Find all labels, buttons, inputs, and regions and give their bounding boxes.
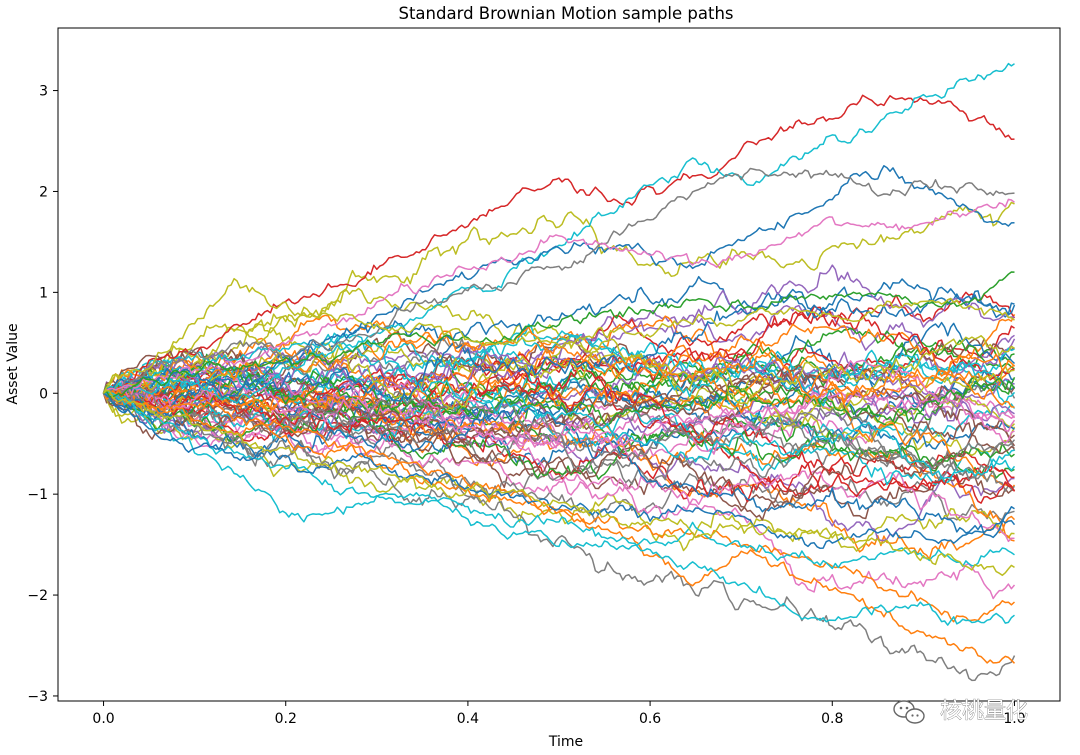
path-blue-high [103, 165, 1015, 399]
plot-frame [57, 27, 1061, 702]
x-axis-label: Time [548, 734, 583, 750]
path-blue-low [103, 392, 1016, 550]
watermark-text: 核桃量化 [940, 699, 1028, 724]
path-red-top [102, 94, 1015, 395]
sample-path [102, 286, 1016, 425]
path-orange-low [103, 390, 1016, 664]
y-axis: −3 −2 −1 0 1 2 3 [27, 84, 58, 705]
series-layer [102, 62, 1016, 682]
x-tick-label: 0.6 [639, 711, 661, 727]
y-axis-label: Asset Value [5, 323, 21, 404]
watermark: 核桃量化 [893, 699, 1028, 724]
sample-path [102, 264, 1015, 402]
sample-path [103, 344, 1016, 414]
sample-path [103, 384, 1015, 503]
x-tick-label: 0.8 [821, 711, 843, 727]
y-tick-label: 2 [39, 184, 48, 200]
path-gray-high [102, 167, 1015, 398]
sample-path [103, 373, 1016, 490]
path-pink-high [102, 198, 1015, 394]
y-tick-label: 1 [39, 285, 48, 301]
sample-path [103, 201, 1015, 405]
sample-path [103, 319, 1015, 410]
y-tick-label: −1 [27, 487, 48, 503]
sample-path [102, 388, 1016, 600]
y-tick-label: 3 [39, 84, 48, 100]
sample-path [102, 326, 1015, 409]
y-tick-label: 0 [39, 386, 48, 402]
sample-path [102, 323, 1015, 414]
sample-path [103, 392, 1015, 521]
sample-path [103, 390, 1016, 682]
sample-path [103, 368, 1016, 504]
path-cyan-low-2 [103, 392, 1015, 570]
sample-path [102, 361, 1016, 438]
sample-path [102, 332, 1015, 479]
x-tick-label: 0.2 [275, 711, 297, 727]
y-tick-label: −3 [27, 689, 48, 705]
sample-path [102, 389, 1016, 492]
chart-title: Standard Brownian Motion sample paths [398, 4, 733, 23]
sample-path [103, 365, 1016, 444]
sample-path [103, 332, 1015, 404]
x-tick-label: 1.0 [1003, 711, 1025, 727]
path-cyan-top [103, 62, 1015, 404]
path-orange-low-2 [102, 388, 1016, 623]
wechat-icon [893, 700, 925, 724]
y-tick-label: −2 [27, 588, 48, 604]
path-cyan-low [103, 391, 1015, 626]
path-olive-low [102, 389, 1015, 577]
x-axis: 0.0 0.2 0.4 0.6 0.8 1.0 [92, 701, 1026, 727]
path-olive-top [102, 277, 1015, 394]
x-tick-label: 0.4 [457, 711, 479, 727]
sample-path [103, 384, 1015, 543]
path-green-high [103, 271, 1015, 398]
x-tick-label: 0.0 [92, 711, 114, 727]
